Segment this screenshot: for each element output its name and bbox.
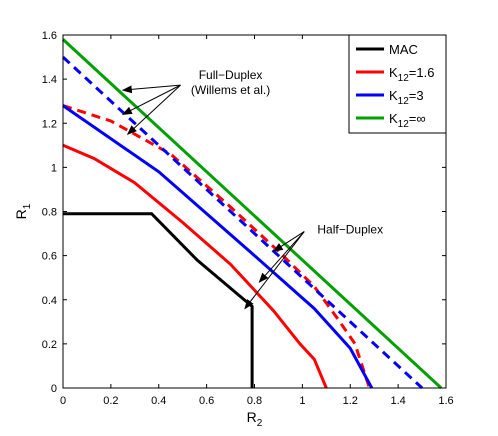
annotation-text-0: Full−Duplex (Willems et al.) xyxy=(191,68,270,97)
annotation-arrow-0-1 xyxy=(121,84,181,115)
series-line-0 xyxy=(63,212,254,388)
y-tick-label: 1.2 xyxy=(42,118,57,130)
annotation-arrow-1-0 xyxy=(272,231,305,252)
x-tick-label: 1.2 xyxy=(343,395,358,407)
series-line-2 xyxy=(62,104,371,389)
x-axis-label: R2 xyxy=(247,409,263,429)
legend-label-2: K12=3 xyxy=(389,88,424,107)
x-tick-label: 0.8 xyxy=(247,395,262,407)
y-tick-label: 0.2 xyxy=(42,339,57,351)
series-line-3 xyxy=(62,104,374,389)
legend-label-3: K12=∞ xyxy=(389,111,426,130)
y-tick-label: 0.8 xyxy=(42,207,57,219)
annotation-text-1: Half−Duplex xyxy=(317,223,383,237)
annotation-arrow-0-2 xyxy=(126,84,181,135)
annotations: Full−Duplex (Willems et al.) Half−Duplex xyxy=(121,68,383,310)
x-tick-label: 0.4 xyxy=(151,395,166,407)
annotation-arrow-0-0 xyxy=(121,84,181,94)
x-tick-label: 0.2 xyxy=(103,395,118,407)
series-line-1 xyxy=(62,143,328,389)
y-tick-label: 0.4 xyxy=(42,295,57,307)
series-line-5 xyxy=(61,38,443,390)
y-tick-label: 0.6 xyxy=(42,251,57,263)
x-tick-label: 1.6 xyxy=(438,395,453,407)
y-tick-label: 1.4 xyxy=(42,74,57,86)
annotation-arrow-1-1 xyxy=(258,231,305,283)
x-tick-label: 1 xyxy=(299,395,305,407)
legend-label-0: MAC xyxy=(389,42,418,57)
y-tick-label: 1 xyxy=(51,162,57,174)
annotation-arrow-1-2 xyxy=(244,231,305,310)
y-tick-label: 1.6 xyxy=(42,30,57,42)
x-tick-label: 1.4 xyxy=(390,395,405,407)
y-axis-label: R1 xyxy=(13,203,33,219)
x-tick-label: 0.6 xyxy=(199,395,214,407)
y-tick-label: 0 xyxy=(51,383,57,395)
x-tick-label: 0 xyxy=(60,395,66,407)
